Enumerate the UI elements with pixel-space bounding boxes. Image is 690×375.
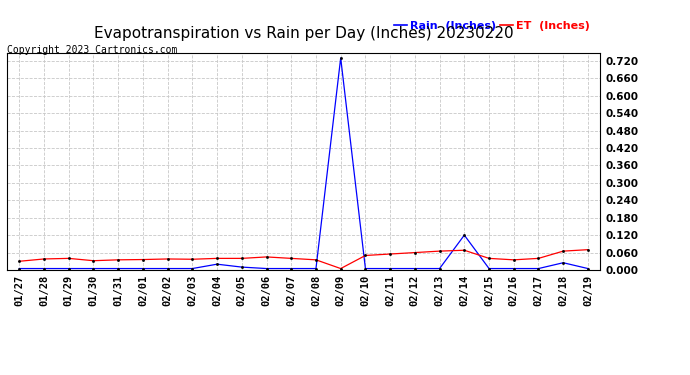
Text: Copyright 2023 Cartronics.com: Copyright 2023 Cartronics.com (7, 45, 177, 55)
Text: Evapotranspiration vs Rain per Day (Inches) 20230220: Evapotranspiration vs Rain per Day (Inch… (94, 26, 513, 41)
Legend: Rain  (Inches), ET  (Inches): Rain (Inches), ET (Inches) (389, 17, 595, 36)
